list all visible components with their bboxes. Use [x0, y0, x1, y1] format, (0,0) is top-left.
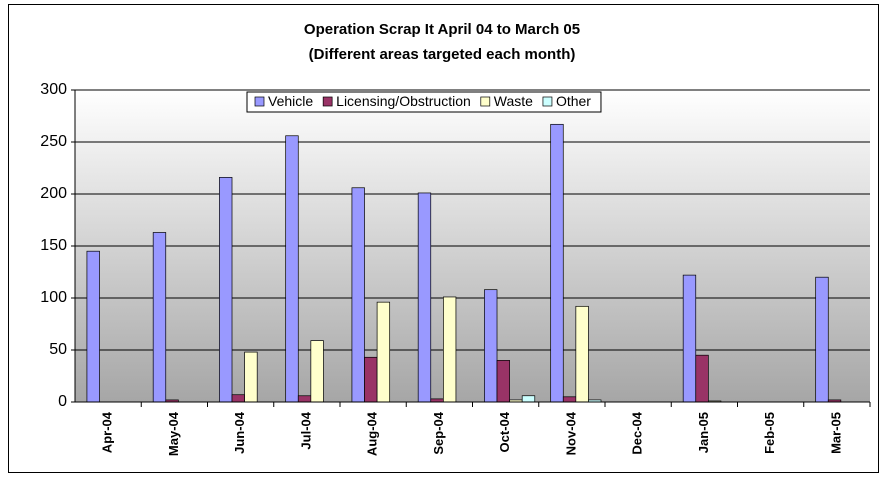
bar [376, 301, 391, 403]
bar [351, 187, 365, 403]
y-tick-label: 200 [40, 185, 67, 202]
x-tick-label: Jul-04 [298, 411, 313, 449]
bar [575, 305, 589, 403]
bar [443, 296, 457, 403]
bar [152, 232, 167, 403]
x-tick-label: Sep-04 [431, 411, 446, 454]
x-tick-label: Feb-05 [762, 412, 777, 454]
bar [562, 396, 577, 403]
bar [815, 276, 829, 403]
bar [310, 340, 324, 403]
x-tick-label: Nov-04 [563, 411, 578, 455]
y-tick-label: 300 [40, 81, 67, 98]
bar [231, 394, 245, 403]
chart-subtitle: (Different areas targeted each month) [309, 46, 576, 63]
legend-box [246, 91, 602, 113]
y-tick-label: 150 [40, 237, 67, 254]
legend-swatch [480, 96, 491, 107]
bar [521, 395, 536, 403]
legend-label: Other [556, 93, 591, 109]
bar [364, 356, 378, 403]
x-tick-label: Jan-05 [696, 412, 711, 453]
y-tick-label: 50 [49, 341, 67, 358]
x-tick-label: Oct-04 [497, 411, 512, 452]
bar [496, 360, 510, 403]
bar [417, 192, 432, 403]
x-tick-label: May-04 [166, 411, 181, 456]
bar [297, 395, 312, 403]
bar [219, 177, 233, 403]
legend-label: Licensing/Obstruction [336, 93, 471, 109]
legend-swatch [542, 96, 553, 107]
x-tick-label: Aug-04 [365, 411, 380, 456]
legend-swatch [254, 96, 265, 107]
y-tick-label: 0 [58, 393, 67, 410]
bar [550, 123, 564, 403]
legend-label: Waste [494, 93, 533, 109]
x-tick-label: Apr-04 [100, 411, 115, 453]
y-tick-label: 250 [40, 133, 67, 150]
bar [484, 289, 498, 403]
bar [682, 274, 697, 403]
bar [86, 250, 100, 403]
legend-swatch [322, 96, 333, 107]
x-tick-label: Mar-05 [828, 412, 843, 454]
bar [285, 135, 299, 403]
x-tick-label: Jun-04 [232, 411, 247, 454]
bar [244, 351, 258, 403]
bar [695, 354, 709, 403]
y-tick-label: 100 [40, 289, 67, 306]
legend-label: Vehicle [268, 93, 313, 109]
x-tick-label: Dec-04 [630, 411, 645, 454]
chart-title: Operation Scrap It April 04 to March 05 [304, 21, 580, 38]
legend: Vehicle Licensing/Obstruction Waste Other [246, 91, 602, 113]
